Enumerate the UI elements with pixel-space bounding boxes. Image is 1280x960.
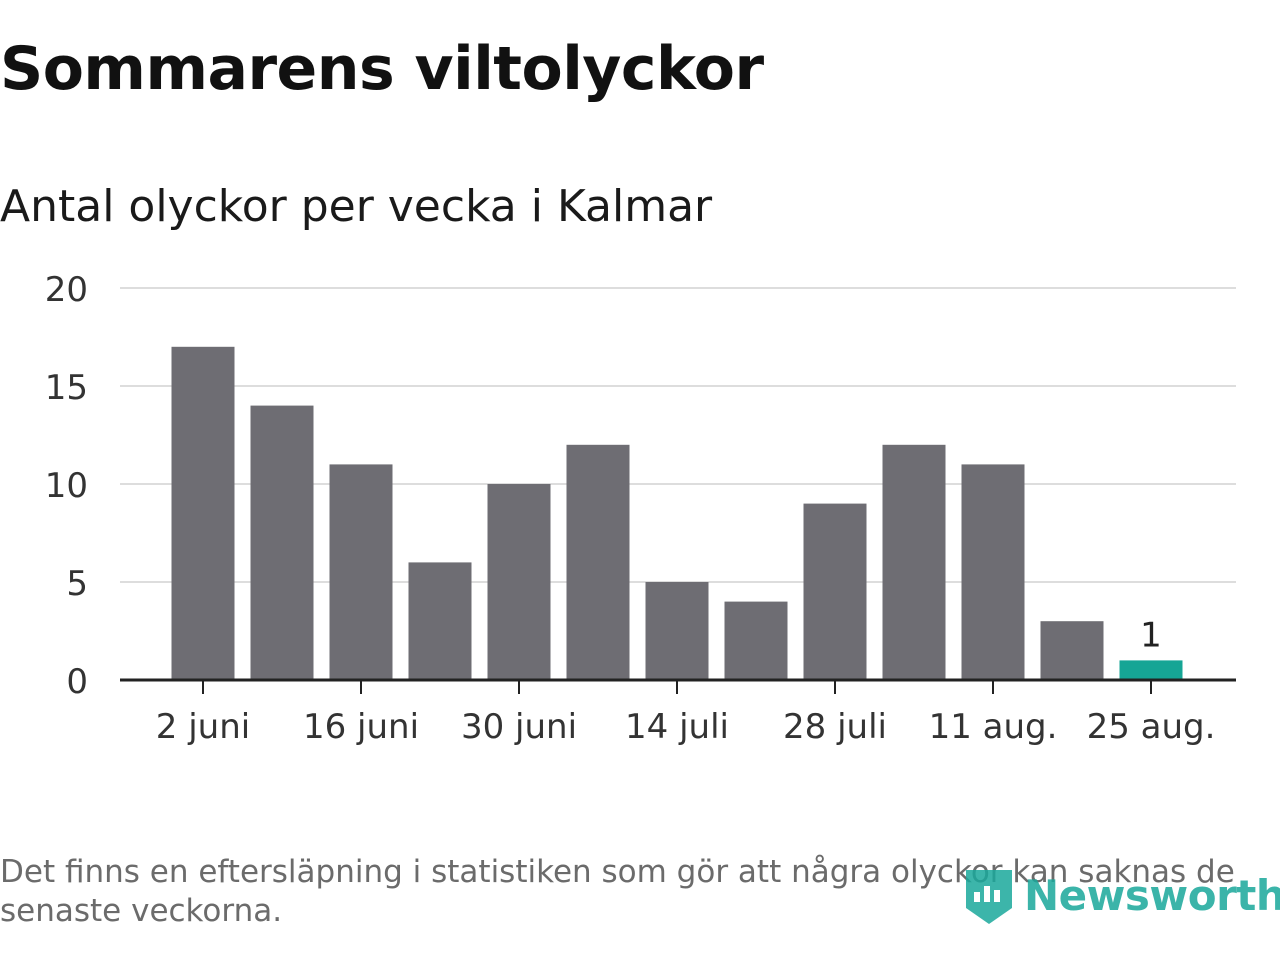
bar bbox=[408, 562, 472, 680]
x-tick-label: 30 juni bbox=[461, 707, 577, 747]
bar bbox=[803, 503, 867, 680]
x-tick-label: 2 juni bbox=[156, 707, 250, 747]
bar bbox=[487, 484, 551, 680]
bar bbox=[882, 444, 946, 680]
bar bbox=[250, 405, 314, 680]
x-tick-label: 14 juli bbox=[625, 707, 729, 747]
bar bbox=[645, 582, 709, 680]
y-tick-label: 5 bbox=[66, 564, 88, 604]
bar bbox=[961, 464, 1025, 680]
bar bbox=[171, 346, 235, 680]
x-tick-label: 25 aug. bbox=[1087, 707, 1216, 747]
x-tick-label: 11 aug. bbox=[929, 707, 1058, 747]
newsworthy-logo: Newsworthy bbox=[962, 862, 1280, 928]
chart-title: Sommarens viltolyckor bbox=[0, 34, 764, 104]
chart-subtitle: Antal olyckor per vecka i Kalmar bbox=[0, 181, 713, 232]
bar bbox=[329, 464, 393, 680]
bar bbox=[1119, 660, 1183, 680]
bar bbox=[566, 444, 630, 680]
y-tick-label: 15 bbox=[45, 368, 88, 408]
y-tick-label: 0 bbox=[66, 662, 88, 702]
bar bbox=[1040, 621, 1104, 680]
bar-chart-icon bbox=[966, 870, 1012, 924]
x-tick-label: 16 juni bbox=[303, 707, 419, 747]
bar-chart: 0 5 10 15 20 1 2 juni 16 juni 30 juni 14 juli 28 j… bbox=[45, 270, 1236, 747]
x-tick-label: 28 juli bbox=[783, 707, 887, 747]
brand-name: Newsworthy bbox=[1024, 870, 1280, 920]
footnote: Det finns en eftersläpning i statistiken… bbox=[0, 854, 1235, 929]
bar bbox=[724, 601, 788, 680]
y-tick-label: 20 bbox=[45, 270, 88, 310]
data-label: 1 bbox=[1140, 615, 1162, 655]
y-tick-label: 10 bbox=[45, 466, 88, 506]
